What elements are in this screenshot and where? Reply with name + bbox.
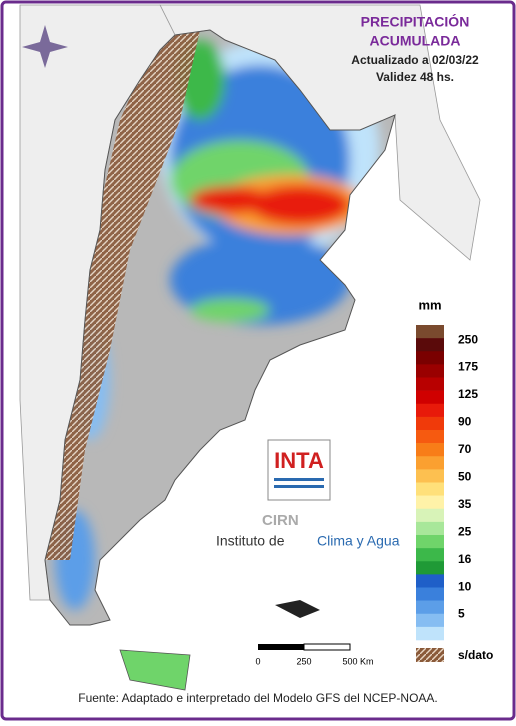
legend-label: 70: [458, 442, 472, 456]
legend-swatch: [416, 390, 444, 405]
legend-swatch: [416, 587, 444, 601]
legend-swatch: [416, 377, 444, 391]
title: ACUMULADA: [370, 33, 461, 49]
legend-label: 10: [458, 579, 472, 593]
legend-swatch: [416, 469, 444, 483]
tierra-del-fuego: [119, 649, 191, 691]
legend-swatch: [416, 456, 444, 470]
legend-swatch: [416, 482, 444, 496]
footer: Fuente: Adaptado e interpretado del Mode…: [78, 691, 438, 705]
logo-text: INTA: [274, 448, 324, 473]
title: PRECIPITACIÓN: [361, 13, 470, 30]
legend-swatch: [416, 600, 444, 615]
no-data-swatch: [416, 648, 444, 662]
legend-title: mm: [418, 297, 441, 312]
legend-swatch: [416, 495, 444, 510]
scale-label: 250: [296, 656, 311, 666]
validity: Validez 48 hs.: [376, 70, 454, 84]
legend-swatch: [416, 364, 444, 378]
legend-label: 50: [458, 470, 472, 484]
legend-label: 25: [458, 524, 472, 538]
legend-swatch: [416, 613, 444, 628]
scale-label: 0: [255, 656, 260, 666]
malvinas: [275, 600, 320, 618]
legend-label: 35: [458, 497, 472, 511]
legend-swatch: [416, 574, 444, 588]
legend-swatch: [416, 535, 444, 549]
legend-label: 90: [458, 415, 472, 429]
legend-label: 175: [458, 360, 478, 374]
legend-swatch: [416, 521, 444, 536]
scale-label: 500 Km: [342, 656, 373, 666]
compass: [22, 25, 68, 68]
legend-swatch: [416, 338, 444, 352]
legend-swatch: [416, 561, 444, 575]
scale-bar: [258, 644, 304, 650]
legend-swatch: [416, 626, 444, 641]
legend-label: 16: [458, 552, 472, 566]
institute-name: Clima y Agua: [317, 533, 400, 549]
legend: mm s/dato 250 175 125 90 70 50 35 25 16 10 5: [416, 297, 493, 662]
legend-swatch: [416, 416, 444, 431]
updated: Actualizado a 02/03/22: [351, 53, 479, 67]
legend-swatch: [416, 443, 444, 457]
legend-swatch: [416, 508, 444, 523]
no-data-label: s/dato: [458, 648, 493, 662]
legend-swatch: [416, 403, 444, 418]
legend-label: 5: [458, 607, 465, 621]
logo-box: [267, 439, 331, 501]
legend-label: 250: [458, 332, 478, 346]
institute-prefix: Instituto de: [216, 533, 285, 549]
cirn: CIRN: [262, 512, 299, 529]
legend-label: 125: [458, 387, 478, 401]
legend-swatch: [416, 430, 444, 444]
scale-bar: [303, 643, 351, 651]
legend-swatch: [416, 351, 444, 365]
legend-swatch: [416, 325, 444, 339]
legend-swatch: [416, 548, 444, 562]
